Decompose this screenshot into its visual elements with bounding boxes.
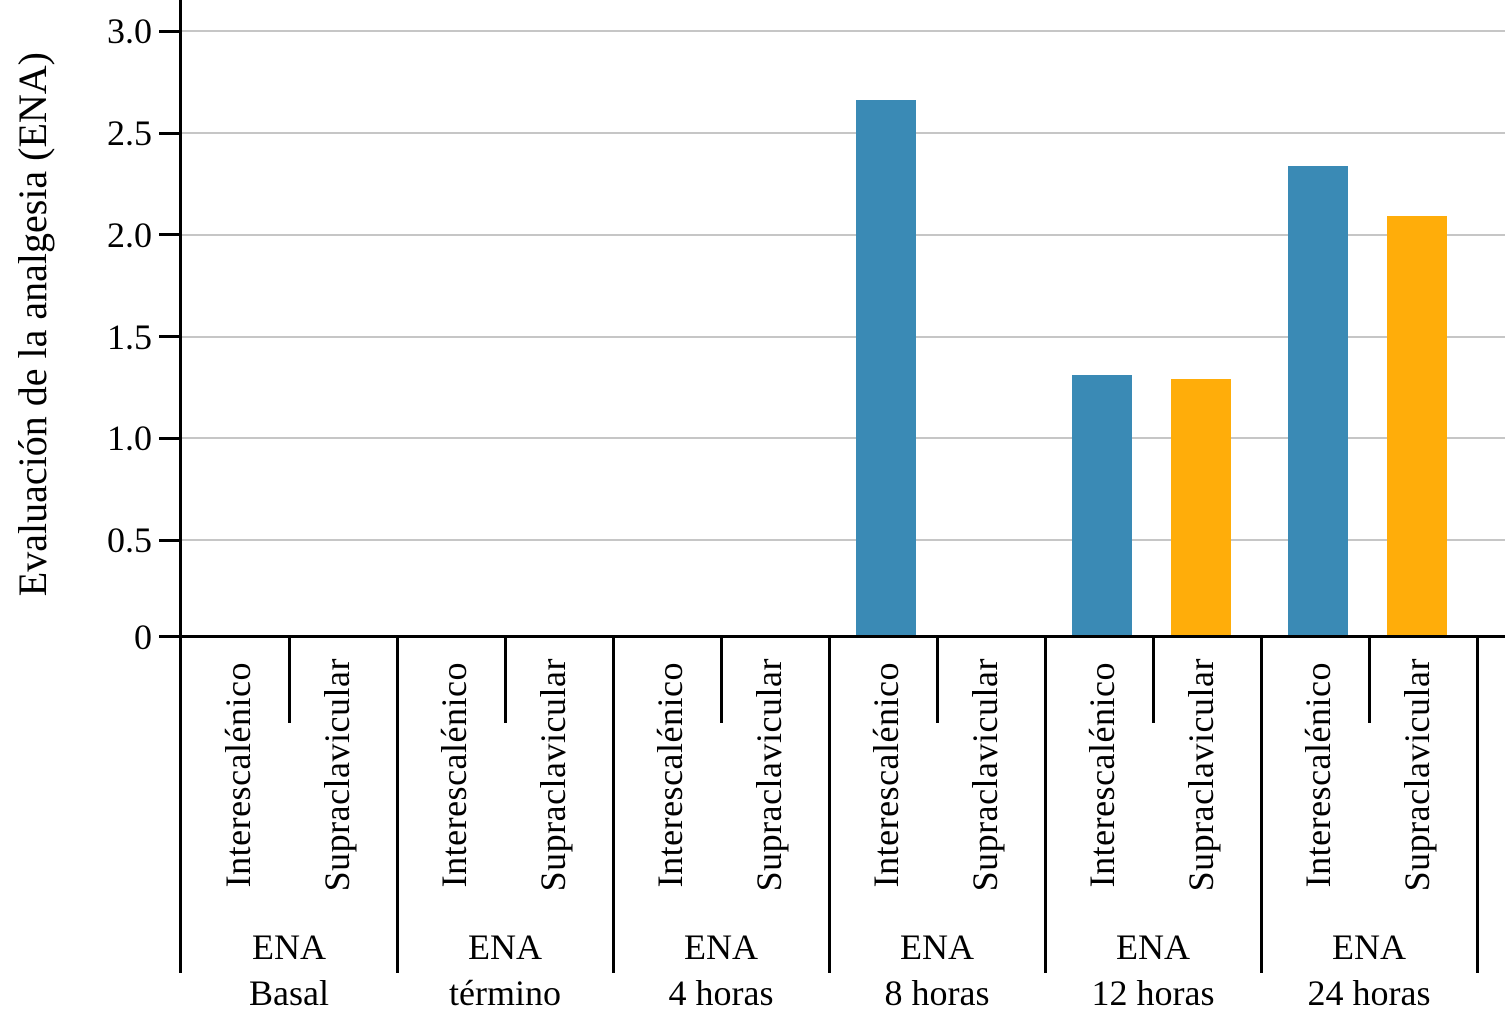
y-tick-1.5 (159, 335, 181, 339)
bar-category-label-supraclavicular-group4: Supraclavicular (1174, 645, 1228, 905)
y-gridline-2.5 (181, 132, 1505, 134)
group-label-line1: ENA (1332, 927, 1406, 967)
bar-category-label-text: Interescalénico (1081, 662, 1122, 888)
group-label-line1: ENA (468, 927, 542, 967)
bar-category-label-text: Supraclavicular (532, 658, 573, 892)
y-tick-label-0: 0 (134, 616, 152, 657)
group-separator-1 (395, 635, 399, 973)
y-gridline-0.5 (181, 539, 1505, 542)
y-axis-title: Evaluación de la analgesia (ENA) (9, 51, 55, 597)
group-label-line2: término (449, 973, 561, 1013)
group-label-5: ENA 24 horas (1261, 924, 1477, 1016)
bar-category-label-supraclavicular-group2: Supraclavicular (742, 645, 796, 905)
group-label-2: ENA 4 horas (613, 924, 829, 1016)
group-separator-5 (1259, 635, 1263, 973)
x-axis-line (179, 635, 1505, 638)
group-label-0: ENA Basal (181, 924, 397, 1016)
bar-category-label-text: Interescalénico (1297, 662, 1338, 888)
y-tick-2.5 (159, 131, 181, 135)
group-center-tick-2 (719, 638, 723, 723)
bar-category-label-interescalenico-group4: Interescalénico (1075, 645, 1129, 905)
y-gridline-1.0 (181, 437, 1505, 440)
y-axis-title-wrap: Evaluación de la analgesia (ENA) (4, 28, 60, 620)
group-label-line2: 8 horas (884, 973, 990, 1013)
y-gridline-1.5 (181, 335, 1505, 338)
group-label-line1: ENA (1116, 927, 1190, 967)
bar-category-label-text: Supraclavicular (964, 658, 1005, 892)
y-tick-label-0.5: 0.5 (107, 520, 152, 561)
group-label-4: ENA 12 horas (1045, 924, 1261, 1016)
bar-category-label-text: Interescalénico (649, 662, 690, 888)
bar-interescalenico-group4 (1071, 375, 1132, 637)
bar-interescalenico-group5 (1287, 165, 1348, 637)
bar-category-label-supraclavicular-group0: Supraclavicular (310, 645, 364, 905)
bar-category-label-interescalenico-group5: Interescalénico (1291, 645, 1345, 905)
bar-category-label-text: Supraclavicular (1180, 658, 1221, 892)
y-axis-line (179, 0, 182, 973)
bar-category-label-text: Supraclavicular (748, 658, 789, 892)
group-label-line2: 24 horas (1307, 973, 1431, 1013)
y-tick-label-2.0: 2.0 (107, 214, 152, 255)
group-center-tick-5 (1367, 638, 1371, 723)
group-center-tick-1 (503, 638, 507, 723)
y-tick-0.5 (159, 538, 181, 542)
group-separator-2 (611, 635, 615, 973)
group-label-line1: ENA (252, 927, 326, 967)
bar-category-label-text: Supraclavicular (1396, 658, 1437, 892)
group-separator-4 (1043, 635, 1047, 973)
group-label-3: ENA 8 horas (829, 924, 1045, 1016)
bar-category-label-text: Supraclavicular (316, 658, 357, 892)
y-tick-label-1.0: 1.0 (107, 418, 152, 459)
bar-interescalenico-group3 (855, 100, 916, 637)
bar-category-label-text: Interescalénico (433, 662, 474, 888)
bar-category-label-text: Interescalénico (865, 662, 906, 888)
bar-category-label-supraclavicular-group3: Supraclavicular (958, 645, 1012, 905)
y-tick-0 (159, 635, 181, 638)
group-center-tick-3 (935, 638, 939, 723)
group-label-line2: 12 horas (1091, 973, 1215, 1013)
group-center-tick-4 (1151, 638, 1155, 723)
y-tick-label-2.5: 2.5 (107, 113, 152, 153)
bar-category-label-supraclavicular-group1: Supraclavicular (526, 645, 580, 905)
y-tick-label-1.5: 1.5 (107, 316, 152, 357)
bar-category-label-text: Interescalénico (217, 662, 258, 888)
bar-category-label-interescalenico-group0: Interescalénico (211, 645, 265, 905)
bar-category-label-supraclavicular-group5: Supraclavicular (1390, 645, 1444, 905)
y-gridline-3.0 (181, 30, 1505, 33)
y-tick-label-3.0: 3.0 (107, 11, 152, 52)
group-label-1: ENA término (397, 924, 613, 1016)
bar-supraclavicular-group5 (1386, 216, 1447, 637)
group-label-line2: Basal (249, 973, 329, 1013)
bar-category-label-interescalenico-group1: Interescalénico (427, 645, 481, 905)
group-label-line1: ENA (900, 927, 974, 967)
group-label-line1: ENA (684, 927, 758, 967)
group-separator-3 (827, 635, 831, 973)
bar-supraclavicular-group4 (1170, 379, 1231, 637)
bar-category-label-interescalenico-group3: Interescalénico (859, 645, 913, 905)
group-label-line2: 4 horas (668, 973, 774, 1013)
y-tick-2.0 (159, 233, 181, 237)
bar-category-label-interescalenico-group2: Interescalénico (643, 645, 697, 905)
group-center-tick-0 (287, 638, 291, 723)
y-tick-3.0 (159, 29, 181, 33)
y-gridline-2.0 (181, 233, 1505, 236)
y-tick-1.0 (159, 436, 181, 440)
group-separator-6 (1475, 635, 1479, 973)
